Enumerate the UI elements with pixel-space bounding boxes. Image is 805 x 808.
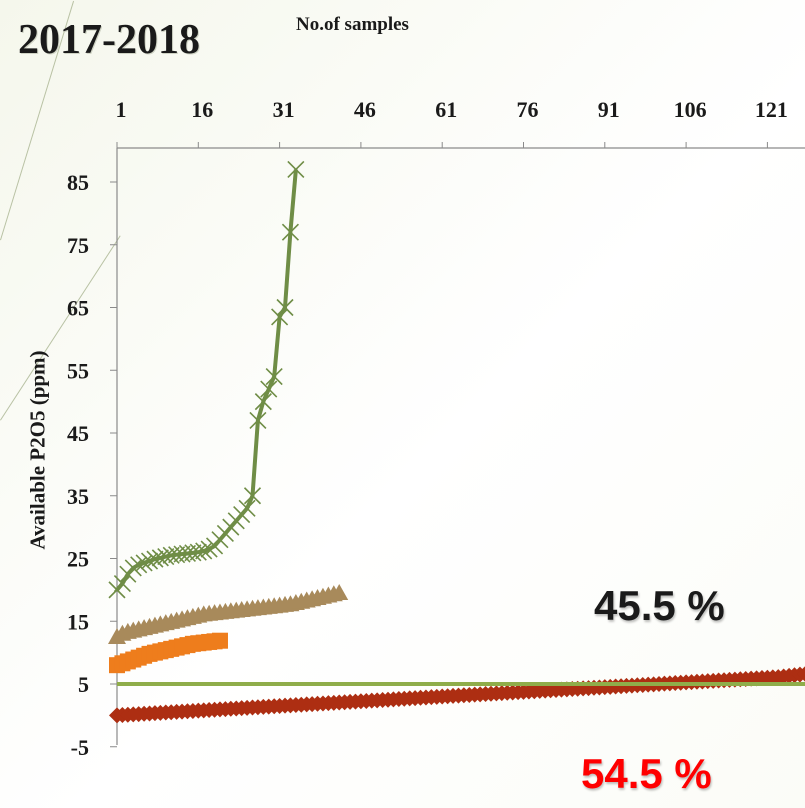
series-point-x	[113, 575, 131, 593]
series-point-diamond	[797, 666, 805, 682]
series-point-x	[265, 367, 283, 386]
x-tick-label: 1	[116, 97, 127, 122]
series-point-x	[271, 308, 289, 326]
series-point-x	[140, 552, 159, 570]
percent-above-threshold: 45.5 %	[594, 582, 725, 629]
x-tick-label: 106	[674, 97, 707, 122]
chart-title: 2017-2018	[18, 17, 200, 63]
series-point-x	[130, 556, 148, 574]
series-point-x	[281, 223, 300, 241]
series-point-x	[157, 548, 175, 566]
series-point-square	[211, 632, 228, 649]
series-point-diamond	[802, 671, 805, 676]
series-point-x	[254, 393, 272, 411]
x-tick-label: 16	[191, 97, 213, 122]
series-point-triangle	[330, 584, 349, 601]
x-axis-title: No.of samples	[296, 14, 409, 35]
series-point-x	[276, 298, 294, 317]
y-tick-label: 65	[67, 296, 89, 321]
series-point-x	[195, 542, 213, 560]
series-point-x	[146, 550, 164, 568]
x-tick-label: 61	[435, 97, 457, 122]
series-line-0	[115, 169, 298, 592]
y-tick-label: 5	[78, 672, 89, 697]
series-point-x	[287, 160, 305, 179]
series-point-x	[189, 543, 207, 561]
series-point-x	[124, 559, 142, 577]
x-tick-label: 46	[354, 97, 376, 122]
x-tick-label: 76	[517, 97, 539, 122]
x-tick-label: 91	[598, 97, 620, 122]
series-point-x	[184, 544, 202, 562]
y-tick-label: 45	[67, 421, 89, 446]
percent-below-threshold: 54.5 %	[581, 750, 712, 797]
series-point-x	[135, 554, 153, 572]
y-tick-label: 55	[67, 358, 89, 383]
y-tick-label: -5	[71, 735, 89, 760]
y-tick-label: 15	[67, 609, 89, 634]
series-point-x	[238, 499, 256, 517]
y-tick-label: 85	[67, 170, 89, 195]
series-point-x	[260, 380, 278, 398]
x-tick-label: 121	[755, 97, 788, 122]
x-tick-label: 31	[273, 97, 295, 122]
y-tick-label: 25	[67, 547, 89, 572]
series-point-x	[151, 549, 169, 567]
series-point-x	[243, 487, 262, 505]
series-point-x	[249, 411, 267, 430]
series-point-x	[200, 540, 218, 558]
y-tick-label: 75	[67, 233, 89, 258]
y-tick-label: 35	[67, 484, 89, 509]
